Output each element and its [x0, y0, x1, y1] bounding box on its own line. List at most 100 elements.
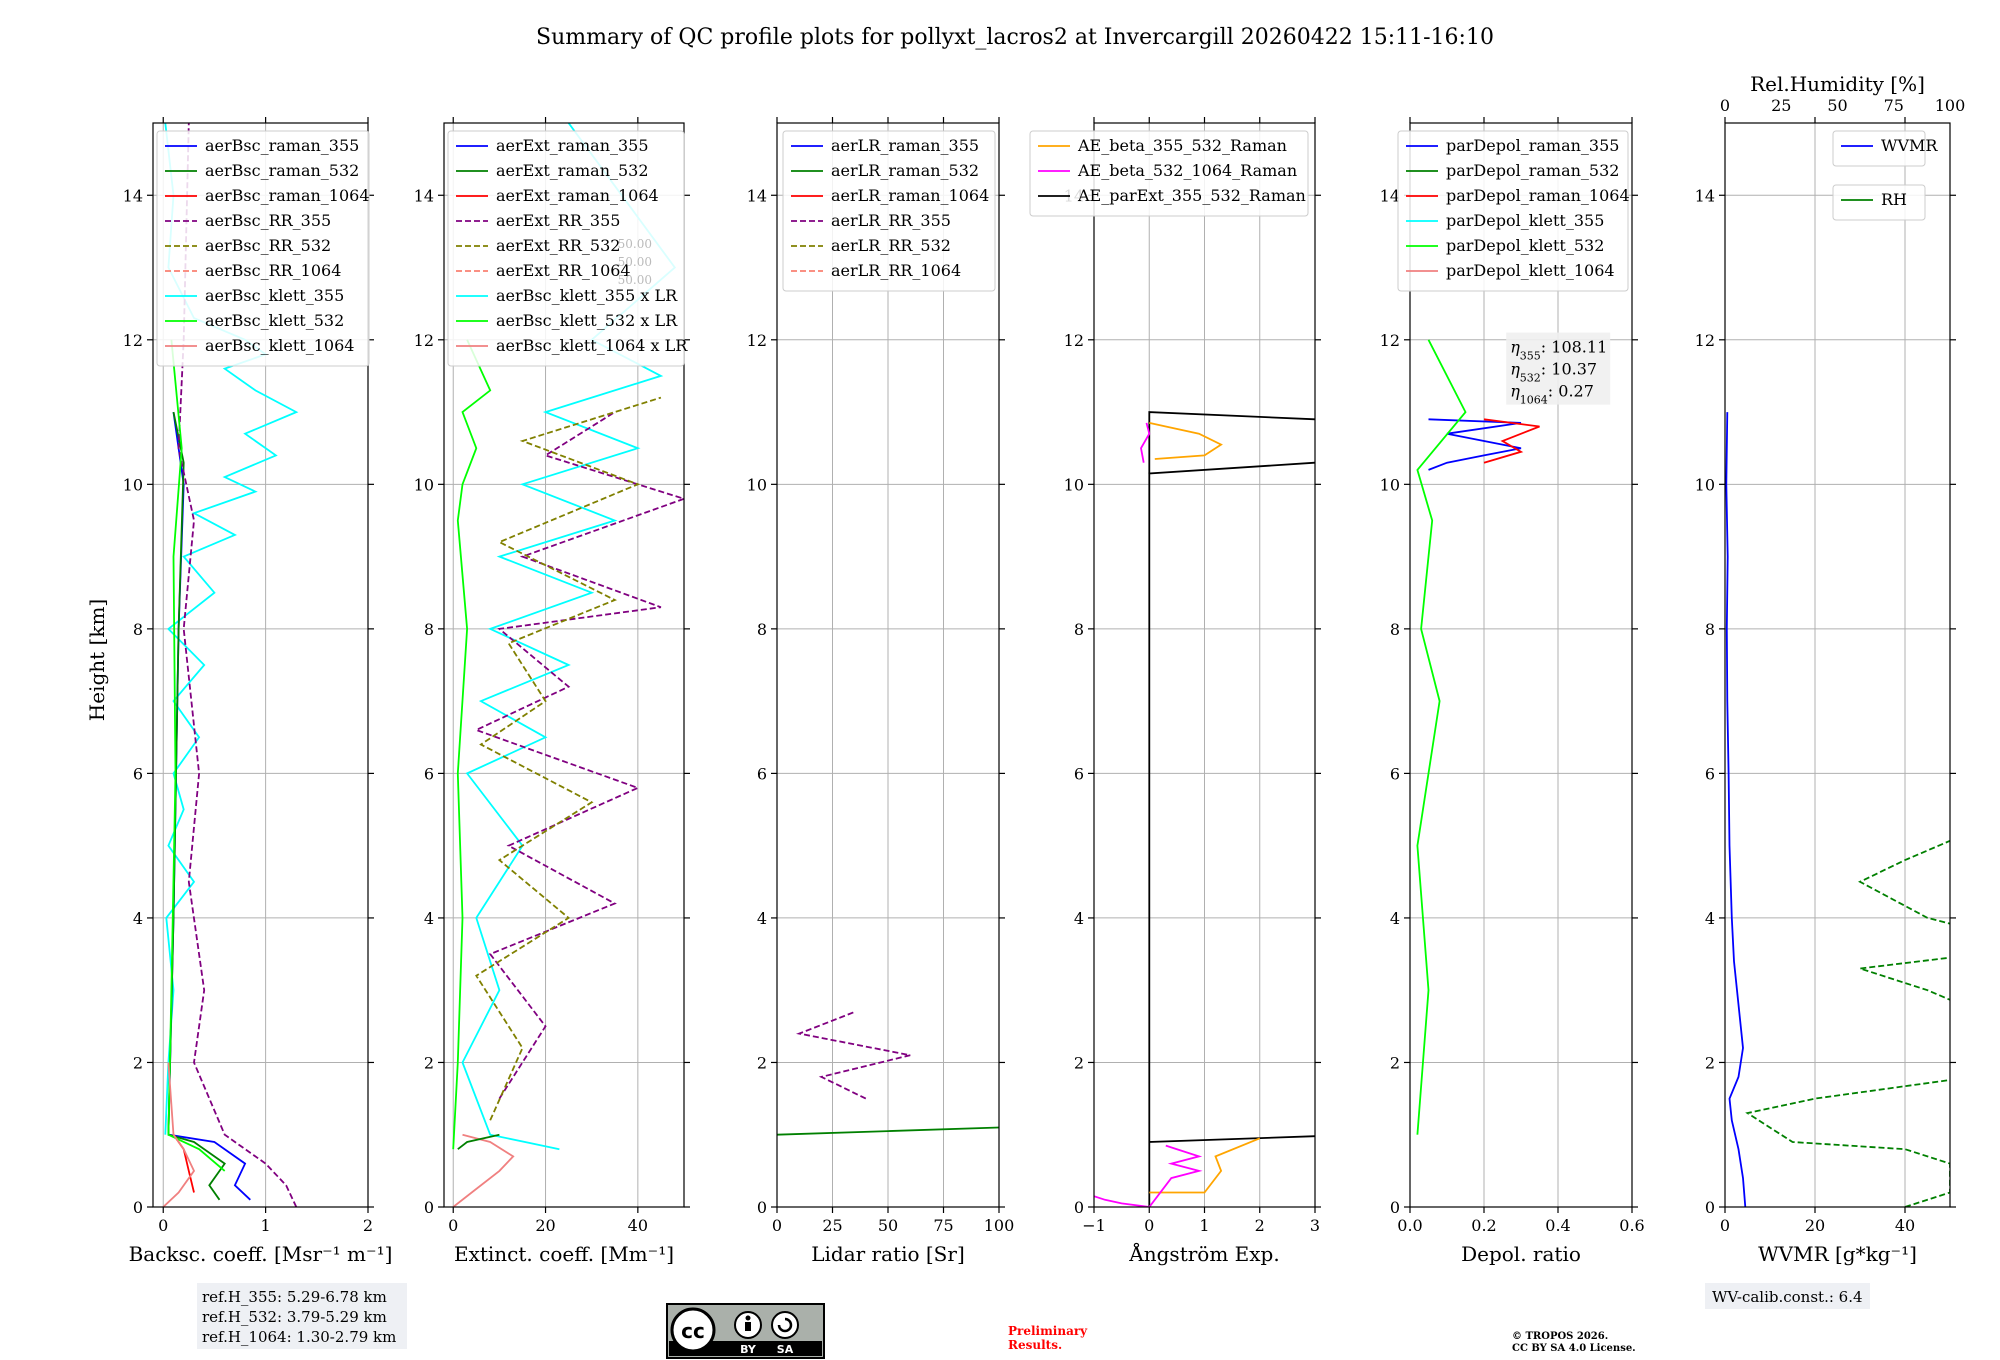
- y-tick-label: 8: [1390, 620, 1400, 639]
- x-tick-label: 0.6: [1619, 1216, 1644, 1235]
- axes-frame: [1409, 122, 1633, 1208]
- legend-entry: AE_parExt_355_532_Raman: [1077, 186, 1306, 205]
- series-aerBsc_RR_355: [177, 123, 298, 1207]
- y-tick-label: 8: [757, 620, 767, 639]
- x-axis-label: Backsc. coeff. [Msr⁻¹ m⁻¹]: [129, 1242, 393, 1266]
- series-aerBsc_klett_532 x LR: [452, 339, 492, 1150]
- series-aerBsc_klett_532: [167, 339, 226, 1172]
- legend-entry: aerBsc_klett_355: [205, 286, 344, 305]
- legend-entry: aerBsc_RR_1064: [205, 261, 341, 280]
- y-tick-label: 10: [1380, 475, 1400, 494]
- series-group: [1416, 339, 1540, 1135]
- x-tick-label: 1: [1199, 1216, 1209, 1235]
- legend-entry: aerLR_raman_355: [831, 136, 979, 155]
- y-tick-label: 8: [424, 620, 434, 639]
- ref-line-355: ref.H_355: 5.29-6.78 km: [202, 1288, 387, 1306]
- series-AE_parExt_355_532_Raman: [1148, 461, 1315, 1207]
- y-tick-label: 14: [1380, 186, 1400, 205]
- series-group: [1725, 412, 1950, 1207]
- y-tick-label: 12: [123, 331, 143, 350]
- y-tick-label: 0: [133, 1198, 143, 1217]
- copyright-line-2: CC BY SA 4.0 License.: [1512, 1343, 1636, 1354]
- legend-entry: aerLR_raman_532: [831, 161, 979, 180]
- series-parDepol_raman_355: [1428, 418, 1522, 471]
- y-tick-label: 12: [1695, 331, 1715, 350]
- x-tick-label: −1: [1082, 1216, 1106, 1235]
- y-tick-label: 12: [1064, 331, 1084, 350]
- y-tick-label: 0: [757, 1198, 767, 1217]
- preliminary-line-2: Results.: [1008, 1338, 1062, 1352]
- legend-entry: aerLR_RR_1064: [831, 261, 961, 280]
- x-tick-label: 25: [822, 1216, 842, 1235]
- y-tick-label: 4: [757, 909, 767, 928]
- series-parDepol_klett_532: [1416, 339, 1467, 1135]
- legend-entry: aerBsc_klett_1064 x LR: [496, 336, 688, 355]
- sa-label: SA: [777, 1343, 794, 1356]
- y-tick-label: 10: [747, 475, 767, 494]
- legend-entry: aerExt_raman_532: [496, 161, 649, 180]
- y-tick-label: 2: [757, 1053, 767, 1072]
- legend-entry: aerBsc_RR_355: [205, 211, 331, 230]
- y-tick-label: 2: [133, 1053, 143, 1072]
- y-tick-label: 6: [1705, 764, 1715, 783]
- y-tick-label: 12: [1380, 331, 1400, 350]
- series-aerExt_raman_532: [457, 1133, 500, 1150]
- eta-annotation: η532: 10.37: [1510, 360, 1597, 385]
- series-aerLR_RR_355: [795, 1011, 911, 1100]
- x-tick-label: 20: [1805, 1216, 1825, 1235]
- y-tick-label: 6: [1074, 764, 1084, 783]
- series-group: [777, 1011, 999, 1136]
- y-tick-label: 0: [1390, 1198, 1400, 1217]
- legend-entry: parDepol_klett_532: [1446, 236, 1604, 255]
- legend-entry: aerBsc_klett_532: [205, 311, 344, 330]
- y-tick-label: 10: [1064, 475, 1084, 494]
- series-aerLR_raman_532: [777, 1126, 999, 1136]
- x-axis-label: Extinct. coeff. [Mm⁻¹]: [454, 1242, 674, 1266]
- legend-entry: AE_beta_532_1064_Raman: [1077, 161, 1297, 180]
- top-tick-label: 100: [1935, 96, 1966, 115]
- axes-frame: [152, 122, 369, 1208]
- y-tick-label: 14: [1695, 186, 1715, 205]
- top-tick-label: 75: [1884, 96, 1904, 115]
- y-tick-label: 2: [1390, 1053, 1400, 1072]
- y-tick-label: 4: [1390, 909, 1400, 928]
- x-tick-label: 3: [1310, 1216, 1320, 1235]
- x-tick-label: 0: [772, 1216, 782, 1235]
- y-tick-label: 4: [133, 909, 143, 928]
- legend-entry: aerBsc_klett_1064: [205, 336, 354, 355]
- series-aerExt_RR_355: [473, 411, 684, 1100]
- legend: [782, 130, 996, 292]
- x-tick-label: 1: [261, 1216, 271, 1235]
- legend-entry: parDepol_klett_1064: [1446, 261, 1615, 280]
- y-axis-label: Height [km]: [85, 599, 109, 721]
- series-aerBsc_klett_1064: [162, 1062, 196, 1207]
- series-AE_beta_355_532_Raman: [1149, 1137, 1261, 1194]
- legend-entry: aerBsc_raman_532: [205, 161, 359, 180]
- legend: [1029, 130, 1309, 217]
- y-tick-label: 6: [424, 764, 434, 783]
- series-AE_parExt_355_532_Raman: [1148, 411, 1315, 474]
- legend-entry: aerLR_RR_532: [831, 236, 951, 255]
- x-axis-label: Ångström Exp.: [1128, 1241, 1279, 1266]
- eta-annotation: η355: 108.11: [1510, 338, 1607, 363]
- y-tick-label: 14: [747, 186, 767, 205]
- y-tick-label: 4: [1074, 909, 1084, 928]
- ref-line-532: ref.H_532: 3.79-5.29 km: [202, 1308, 387, 1326]
- x-tick-label: 2: [363, 1216, 373, 1235]
- y-tick-label: 0: [1705, 1198, 1715, 1217]
- lr-annotation: 50.00: [618, 237, 652, 251]
- legend-entry: aerBsc_RR_532: [205, 236, 331, 255]
- sa-icon: [771, 1311, 799, 1339]
- top-tick-label: 25: [1771, 96, 1791, 115]
- y-tick-label: 0: [1074, 1198, 1084, 1217]
- x-tick-label: 0: [1144, 1216, 1154, 1235]
- legend-entry: aerExt_raman_1064: [496, 186, 659, 205]
- top-tick-label: 0: [1720, 96, 1730, 115]
- wv-calib-text: WV-calib.const.: 6.4: [1712, 1288, 1863, 1306]
- series-aerExt_RR_532: [475, 396, 662, 1121]
- y-tick-label: 8: [1705, 620, 1715, 639]
- series-WVMR: [1725, 412, 1747, 1207]
